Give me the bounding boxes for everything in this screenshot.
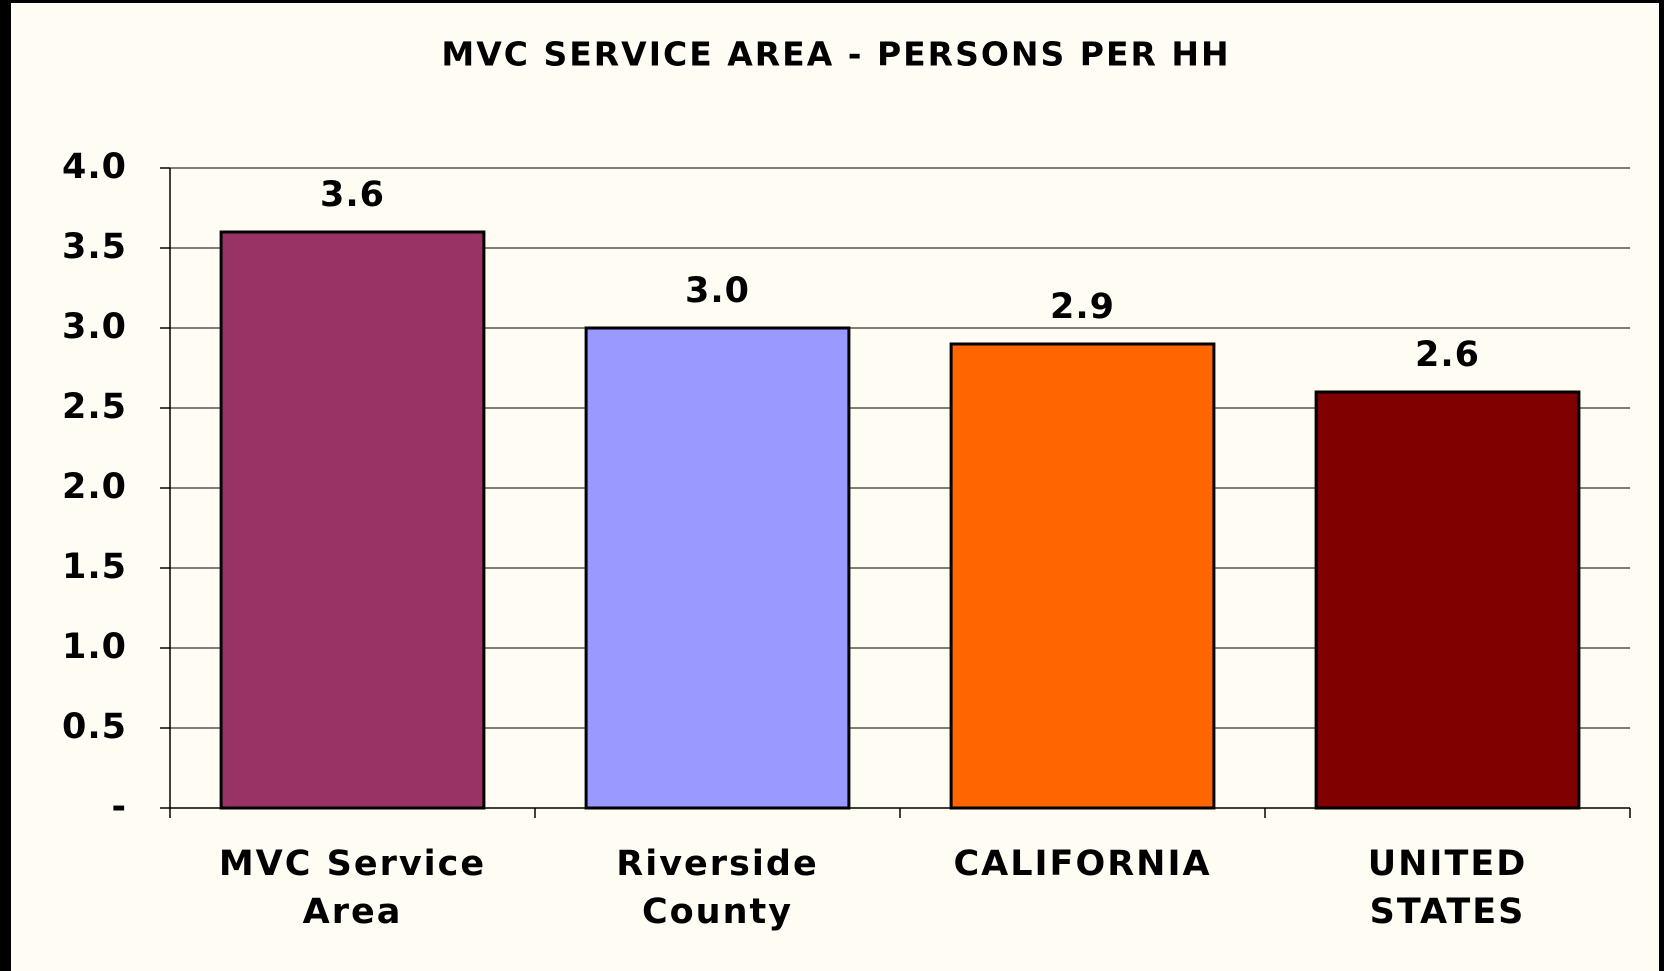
y-tick-label: 4.0 xyxy=(62,147,127,187)
chart-title: MVC SERVICE AREA - PERSONS PER HH xyxy=(441,35,1230,74)
bar xyxy=(949,342,1216,810)
y-tick-label: 0.5 xyxy=(62,707,127,747)
x-tick-label: CALIFORNIA xyxy=(953,844,1212,884)
bar xyxy=(219,230,486,810)
y-tick-label: 2.0 xyxy=(62,467,127,507)
x-tick-label: MVC Service Area xyxy=(218,844,487,932)
x-tick-label: UNITED STATES xyxy=(1367,844,1528,932)
y-tick-label: 1.5 xyxy=(62,547,127,587)
y-tick-label: 2.5 xyxy=(62,387,127,427)
data-label: 3.0 xyxy=(685,271,750,311)
y-tick-label: 3.5 xyxy=(62,227,127,267)
data-label: 2.9 xyxy=(1050,287,1115,327)
y-tick-label: 1.0 xyxy=(62,627,127,667)
bar xyxy=(584,326,851,810)
y-tick-label: 3.0 xyxy=(62,307,127,347)
bar xyxy=(1314,390,1581,810)
data-label: 2.6 xyxy=(1415,335,1480,375)
y-tick-label: - xyxy=(111,787,127,827)
x-tick-label: Riverside County xyxy=(616,844,819,932)
data-label: 3.6 xyxy=(320,175,385,215)
